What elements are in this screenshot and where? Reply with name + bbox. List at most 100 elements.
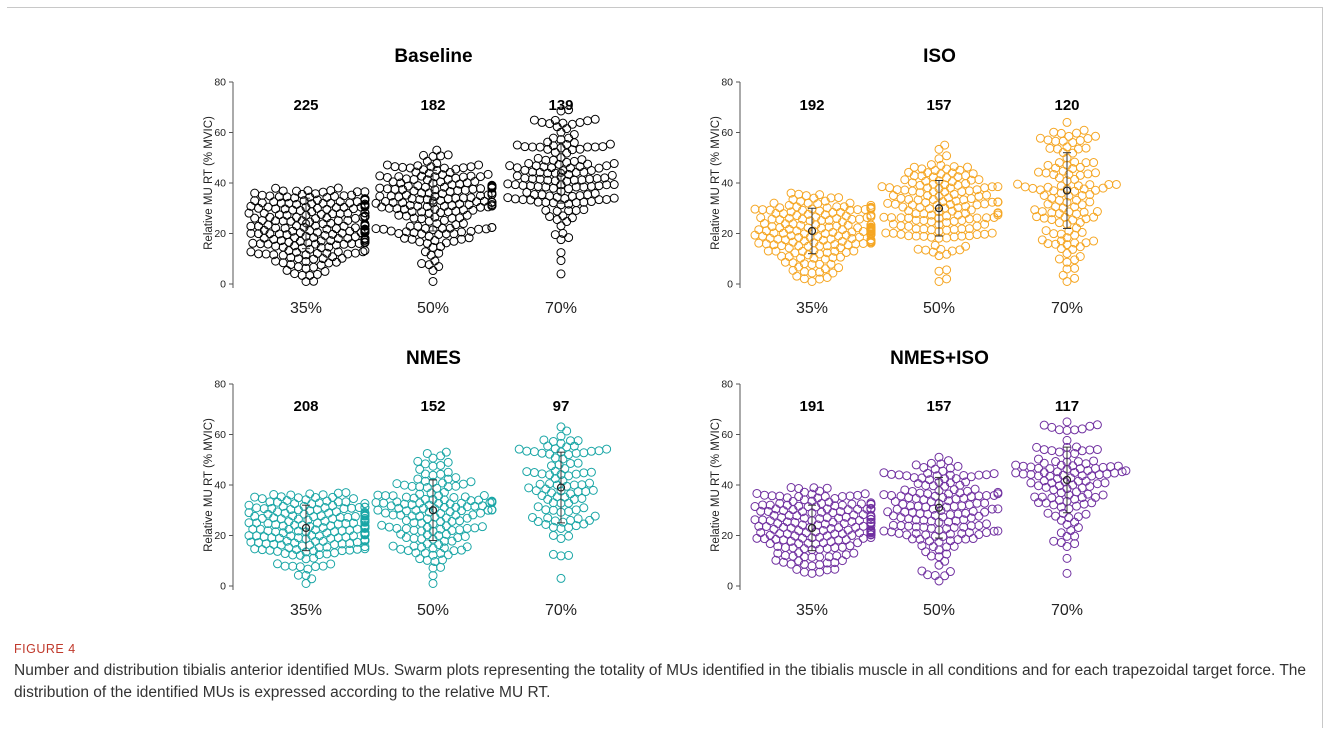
data-point [832,202,842,212]
data-point [436,517,446,527]
x-tick-label: 50% [923,300,955,317]
data-point [292,212,301,222]
data-point [915,509,925,519]
data-point [564,233,574,243]
data-point [845,491,855,501]
data-point [758,205,768,215]
data-point [1085,197,1095,207]
data-point [1091,168,1100,178]
data-point [855,232,864,242]
data-point [1037,235,1047,245]
data-point [533,182,543,192]
data-point [381,196,390,206]
data-point [1089,212,1099,222]
data-point [794,189,804,199]
data-point [394,229,404,239]
data-point [373,490,383,500]
data-point [547,163,556,173]
mean-marker [807,523,817,533]
data-point [773,548,783,558]
data-point [964,186,974,196]
y-tick-label: 80 [721,77,733,89]
data-point [847,499,857,509]
data-point [907,534,917,544]
data-point [411,505,421,515]
data-point [420,469,430,479]
data-point [1018,469,1028,479]
data-point [1011,460,1021,470]
data-point [577,175,587,185]
data-point [883,198,893,208]
data-point [470,523,480,533]
data-point [822,513,832,523]
data-point [311,536,320,546]
data-point [836,207,845,217]
data-point [938,466,948,476]
data-point [571,505,581,515]
x-tick-label: 50% [417,300,449,317]
data-point [244,531,254,541]
data-point [474,495,484,505]
data-point [434,262,444,272]
data-point [961,241,971,251]
data-point [779,522,788,532]
data-point [424,216,434,226]
data-point [786,207,796,217]
data-point [324,508,334,518]
data-point [305,270,315,280]
data-point [881,228,891,238]
mean-marker [1062,186,1072,195]
data-point [1091,463,1100,473]
data-point [913,478,923,488]
data-point [1111,179,1121,189]
data-point [257,190,267,200]
data-point [503,193,513,203]
data-point [417,526,427,536]
data-point [558,118,568,128]
data-point [1018,461,1028,471]
data-point [550,115,560,125]
data-point [780,219,790,229]
y-tick-label: 80 [721,379,733,391]
data-point [254,249,263,259]
data-point [579,503,589,513]
data-point [953,210,963,220]
data-point [1051,511,1061,521]
data-point [815,190,825,200]
data-point [784,213,794,223]
data-point [341,488,351,498]
data-point [401,524,411,534]
data-point [1085,421,1095,431]
data-point [1098,490,1108,500]
x-tick-label: 70% [1051,602,1083,619]
data-point [575,117,585,127]
data-point [413,456,423,466]
panel-title: ISO [923,46,956,67]
data-point [586,467,596,477]
data-point [834,193,844,203]
data-point [529,190,539,200]
count-label: 120 [1054,97,1079,114]
data-point [330,548,339,558]
data-point [841,535,851,545]
data-point [1030,492,1040,502]
data-point [760,490,769,500]
data-point [1083,169,1093,179]
data-point [926,225,936,235]
data-point [815,259,825,269]
data-point [265,191,275,201]
data-point [1043,199,1053,209]
data-point [548,549,558,559]
data-point [443,457,453,467]
data-point [438,478,447,488]
data-point [318,561,328,571]
data-point [856,499,866,509]
data-point [1073,476,1083,486]
data-point [263,519,273,529]
data-point [953,535,963,545]
data-point [1075,136,1085,146]
data-point [518,195,528,205]
data-point [447,526,457,536]
data-point [1064,504,1074,514]
data-point [807,268,817,278]
